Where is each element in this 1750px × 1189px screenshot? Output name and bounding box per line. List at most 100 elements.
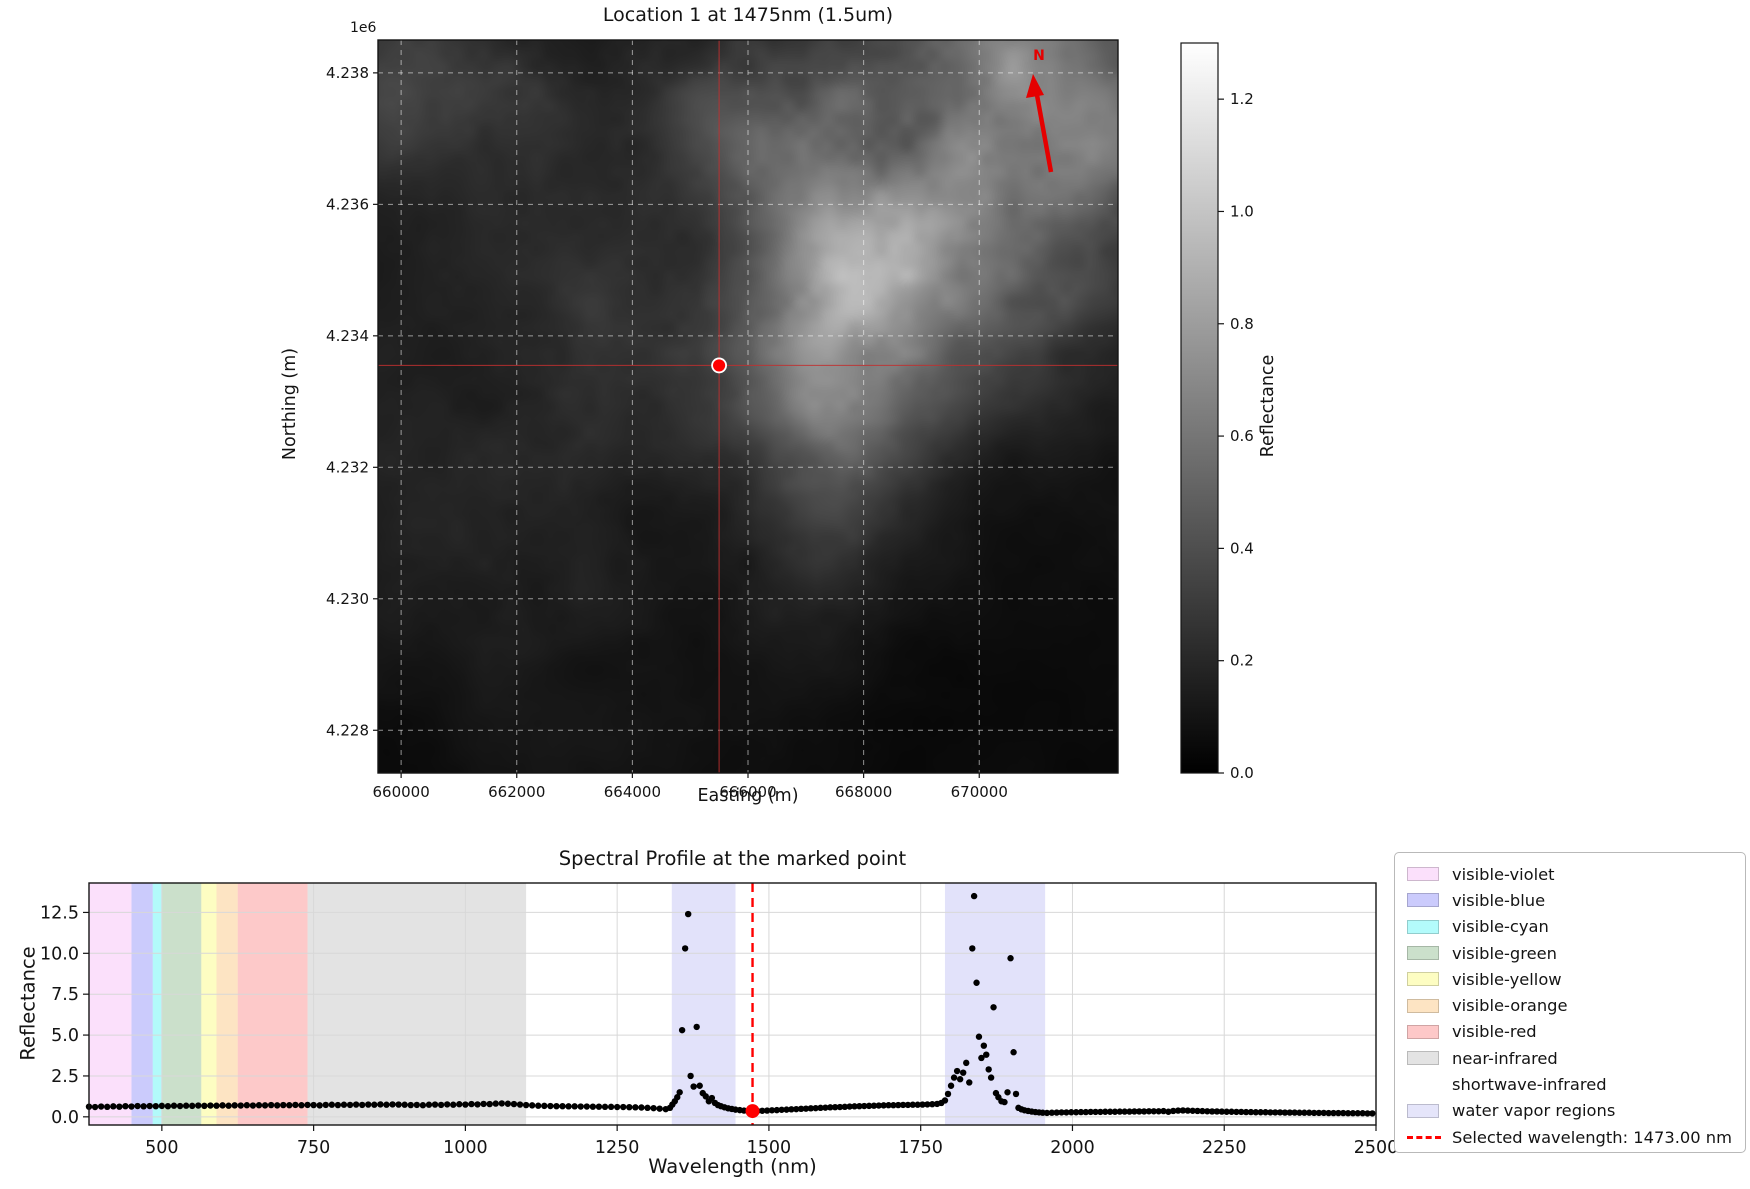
spectral-point (1116, 1108, 1124, 1115)
spectral-point (498, 1100, 506, 1107)
legend-swatch (1407, 1077, 1439, 1092)
spectral-point (1068, 1109, 1075, 1116)
spectral-point (1111, 1108, 1119, 1115)
spectral-point (856, 1102, 863, 1110)
colorbar-gradient (1180, 42, 1219, 774)
colorbar-tick-label: 1.2 (1230, 90, 1254, 108)
spectral-point (565, 1103, 572, 1110)
legend-label: visible-green (1452, 943, 1557, 963)
spectral-point (1092, 1108, 1099, 1116)
spectral-point (492, 1100, 499, 1107)
legend-swatch (1407, 893, 1439, 908)
spectral-point (273, 1102, 281, 1109)
spectral-point (1155, 1108, 1162, 1115)
spectral-point (1150, 1108, 1158, 1115)
spectral-point (1018, 1106, 1025, 1113)
spectral-point (793, 1105, 800, 1113)
spectral-point (1170, 1107, 1177, 1115)
spectral-point (851, 1103, 858, 1110)
spectral-point (1004, 1089, 1011, 1096)
spectral-point (358, 1101, 366, 1109)
spectral-point (681, 945, 689, 952)
legend-swatch (1407, 867, 1439, 882)
spectral-point (261, 1102, 269, 1109)
spectral-point (164, 1102, 172, 1110)
band-water-vapor (944, 883, 1046, 1125)
spectral-point (122, 1102, 129, 1110)
spectral-point (1369, 1110, 1376, 1117)
spectral-point (963, 1059, 970, 1067)
spectral-point (678, 1026, 686, 1034)
legend-label: visible-cyan (1452, 917, 1549, 937)
spectral-point (861, 1102, 868, 1110)
legend-swatch (1407, 946, 1439, 961)
map-axis-offset-label: 1e6 (350, 20, 377, 36)
spectral-point (807, 1105, 815, 1112)
spectral-point (1262, 1109, 1269, 1116)
spectral-point (134, 1102, 141, 1110)
spectral-point (613, 1103, 621, 1111)
legend-label: Selected wavelength: 1473.00 nm (1452, 1127, 1732, 1147)
spectral-point (721, 1104, 728, 1111)
legend-label: water vapor regions (1452, 1101, 1616, 1121)
map-image (378, 40, 1118, 773)
spectral-point (992, 1089, 1000, 1097)
legend-swatch (1407, 1103, 1439, 1118)
colorbar-tick-label: 0.4 (1230, 539, 1254, 557)
spectral-point (528, 1102, 536, 1109)
spectral-point (298, 1102, 305, 1109)
spectral-point (541, 1102, 548, 1110)
spectral-point (947, 1082, 955, 1089)
spectral-point (998, 1098, 1005, 1105)
colorbar-tick-label: 0.8 (1230, 315, 1254, 333)
spectral-point (983, 1051, 990, 1058)
spectral-point (714, 1101, 722, 1109)
spectral-point (693, 1023, 700, 1031)
spectral-point (1039, 1109, 1046, 1116)
spectral-point (626, 1103, 633, 1111)
spectral-ytick-label: 7.5 (51, 985, 79, 1005)
spectral-point (1340, 1109, 1347, 1117)
spectral-point (980, 1042, 988, 1049)
spectral-point (1301, 1109, 1308, 1116)
spectral-point (383, 1101, 390, 1108)
spectral-point (583, 1103, 591, 1110)
spectral-point (817, 1104, 824, 1112)
spectral-point (666, 1104, 674, 1112)
spectral-point (219, 1102, 226, 1109)
spectral-point (1306, 1109, 1313, 1116)
spectral-point (749, 1107, 756, 1115)
spectral-point (340, 1101, 348, 1108)
map-ytick-label: 4.232 (326, 458, 369, 476)
map-ytick-label: 4.238 (326, 64, 369, 82)
spectral-point (987, 1074, 995, 1081)
spectral-point (836, 1103, 844, 1111)
map-title: Location 1 at 1475nm (1.5um) (602, 4, 894, 26)
colorbar-tick-label: 0.0 (1230, 764, 1254, 782)
spectral-point (662, 1105, 669, 1113)
map-ylabel: Northing (m) (280, 347, 300, 461)
spectral-point (846, 1103, 853, 1110)
legend-dashed-line-swatch (1407, 1135, 1441, 1139)
spectral-point (213, 1102, 220, 1109)
spectral-point (1007, 955, 1014, 962)
spectral-point (699, 1089, 706, 1097)
spectral-point (456, 1101, 463, 1108)
spectral-point (1028, 1108, 1035, 1115)
band-visible-blue (131, 883, 153, 1125)
spectral-point (978, 1054, 985, 1062)
spectral-point (956, 1076, 964, 1083)
spectral-ytick-label: 5.0 (51, 1026, 79, 1046)
spectral-point (690, 1083, 697, 1090)
legend-row: water vapor regions (1407, 1098, 1745, 1124)
spectral-point (116, 1103, 123, 1110)
spectral-point (1087, 1108, 1094, 1116)
spectral-point (85, 1103, 93, 1110)
spectral-point (1247, 1108, 1255, 1116)
spectral-ytick-label: 10.0 (40, 944, 79, 964)
spectral-point (1320, 1109, 1327, 1117)
spectral-point (725, 1105, 732, 1112)
spectral-point (1349, 1110, 1357, 1117)
map-ytick-label: 4.230 (326, 590, 369, 608)
spectral-point (754, 1107, 761, 1115)
